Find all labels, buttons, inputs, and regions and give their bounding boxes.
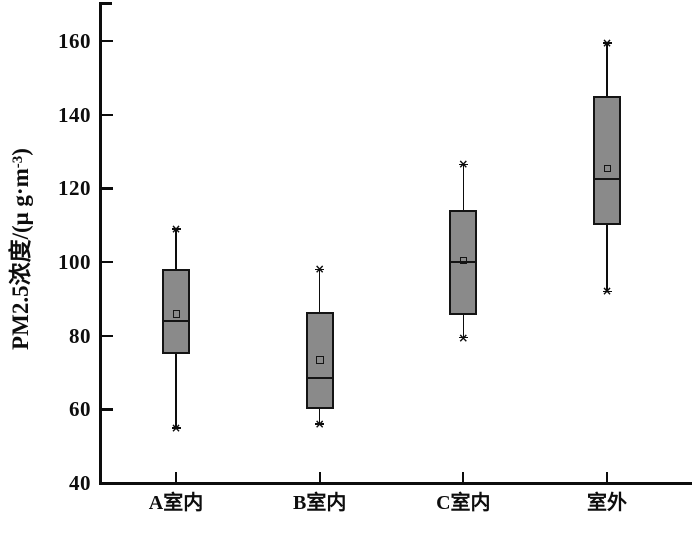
y-tick-label: 120: [58, 176, 91, 201]
x-axis-line: [99, 482, 692, 485]
mean-marker: [603, 164, 611, 173]
x-tick: [318, 472, 321, 482]
mean-marker: [172, 310, 180, 318]
median-line: [162, 319, 190, 323]
median-line: [449, 261, 478, 264]
y-tick-label: 80: [69, 323, 91, 348]
x-category-label: A室内: [148, 492, 204, 514]
whisker-cap-asterisk: ×: [601, 284, 613, 299]
whisker-cap-asterisk: ×: [314, 417, 325, 432]
whisker-cap-asterisk: ×: [458, 330, 469, 345]
whisker-high-cap: [458, 163, 468, 166]
y-tick: [101, 187, 113, 190]
y-axis-line: [99, 2, 102, 485]
x-tick: [606, 472, 609, 482]
y-axis-title-superscript: -3: [10, 155, 26, 169]
y-tick: [101, 261, 113, 264]
whisker-low-cap: [171, 427, 181, 429]
y-tick-label: 60: [69, 397, 91, 422]
mean-marker: [459, 256, 468, 265]
whisker-high-cap: [171, 228, 181, 230]
y-axis-top-cap: [99, 2, 112, 5]
y-tick-label: 100: [58, 250, 91, 274]
y-tick-label: 160: [58, 29, 91, 53]
x-category-label: B室内: [293, 492, 347, 514]
whisker-high-cap: [315, 268, 325, 271]
whisker-low-cap: [315, 423, 325, 425]
x-tick: [462, 472, 465, 482]
y-tick: [101, 334, 113, 337]
median-line: [305, 377, 334, 380]
x-category-label: 室外: [587, 492, 627, 514]
whisker-cap-asterisk: ×: [170, 221, 182, 236]
y-tick: [101, 113, 113, 116]
y-tick-label: 140: [58, 102, 91, 127]
whisker-high-cap: [602, 42, 612, 44]
whisker-low-cap: [602, 290, 612, 293]
whisker-cap-asterisk: ×: [170, 420, 182, 435]
box-body: [305, 311, 334, 410]
y-tick-label: 40: [69, 471, 91, 495]
median-line: [593, 178, 621, 181]
whisker-cap-asterisk: ×: [458, 157, 469, 172]
whisker-cap-asterisk: ×: [601, 35, 613, 50]
y-tick: [101, 40, 113, 43]
x-tick: [175, 472, 178, 482]
y-tick: [101, 408, 113, 411]
whisker-low-cap: [458, 336, 468, 339]
x-category-label: C室内: [436, 492, 491, 514]
mean-marker: [316, 356, 324, 364]
box-body: [162, 269, 190, 355]
whisker-cap-asterisk: ×: [314, 262, 325, 277]
box-body: [593, 96, 621, 226]
y-axis-title-close: ): [8, 148, 33, 156]
